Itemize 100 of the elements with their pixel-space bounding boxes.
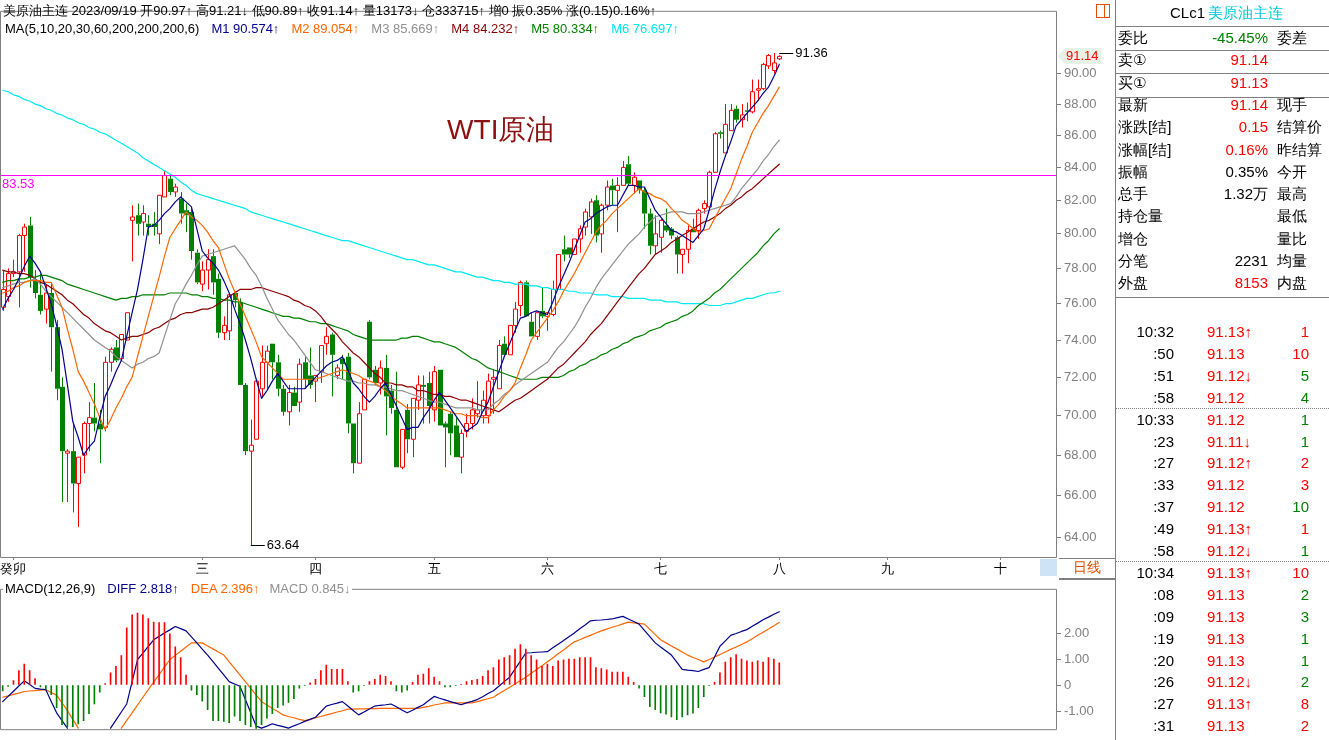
text: 91.13 <box>1207 629 1245 647</box>
text: 增仓 <box>1118 229 1148 249</box>
text: 91.13 <box>1207 717 1245 735</box>
candlestick <box>394 371 399 468</box>
chart-subtitle: 美原油主连 2023/09/19 开90.97↑ 高91.21↓ 低90.89↑ 收91.14↑ 量13173↓ 仓333715↑ 增0 振0.35% 涨(0.15)0.16%↑ <box>3 2 657 20</box>
y-tick-label: 68.00 <box>1064 446 1097 462</box>
text: :33 <box>1153 476 1174 494</box>
text: 1.32万 <box>1223 185 1268 205</box>
candlestick <box>432 365 437 423</box>
text: :37 <box>1153 498 1174 516</box>
text: :58 <box>1153 388 1174 406</box>
x-tick-label: 九 <box>880 561 894 577</box>
text: 91.13↑ <box>1207 695 1253 713</box>
text: :20 <box>1153 651 1174 669</box>
text: 2 <box>1300 673 1309 691</box>
text: :09 <box>1153 607 1174 625</box>
candlestick <box>249 419 254 546</box>
text: 91.13 <box>1207 607 1245 625</box>
text: 4 <box>1300 388 1309 406</box>
y-tick-label: 80.00 <box>1064 225 1097 241</box>
text: 91.12 <box>1207 388 1245 406</box>
annotation: MACD 0.845↓ <box>269 581 351 596</box>
text: :49 <box>1153 520 1174 538</box>
y-tick-label: 86.00 <box>1064 126 1097 142</box>
text: :19 <box>1153 629 1174 647</box>
candlestick <box>136 203 141 237</box>
text: -45.45% <box>1212 29 1268 46</box>
y-tick-label: 64.00 <box>1064 529 1097 545</box>
text: 1 <box>1300 629 1309 647</box>
candlestick <box>529 312 534 337</box>
x-tick-label: 七 <box>654 561 668 577</box>
text: 10:34 <box>1136 563 1174 581</box>
candlestick <box>626 155 631 186</box>
text: 91.14 <box>1230 51 1268 69</box>
text: 结算价 <box>1277 118 1322 138</box>
text: 1 <box>1300 542 1309 559</box>
text: 10 <box>1292 498 1309 516</box>
y-tick-label: 74.00 <box>1064 331 1097 347</box>
text: 内盘 <box>1277 274 1307 294</box>
text: WTI原油 <box>447 113 555 145</box>
text: 0.35% <box>1225 162 1268 180</box>
text: 均量 <box>1277 252 1307 271</box>
y-tick-label: 84.00 <box>1064 159 1097 175</box>
text: 10 <box>1292 344 1309 362</box>
text: 91.12↓ <box>1207 542 1253 559</box>
text: 91.12 <box>1207 476 1245 494</box>
text: 买① <box>1118 73 1147 93</box>
text: 0.15 <box>1238 118 1268 136</box>
candlestick <box>378 359 383 395</box>
text: :23 <box>1153 432 1174 450</box>
candlestick <box>578 224 583 254</box>
text: 10 <box>1292 563 1309 581</box>
text: 2 <box>1300 454 1309 472</box>
candlestick <box>281 384 286 417</box>
text: 日线 <box>1059 558 1115 580</box>
x-tick-label: 癸卯 <box>0 561 27 577</box>
ref-line-label: 83.53 <box>2 175 35 191</box>
y-tick-label: 1.00 <box>1064 650 1090 666</box>
text: 91.12↓ <box>1207 673 1253 691</box>
text: 1 <box>1300 432 1309 450</box>
candlestick <box>405 403 410 454</box>
text: 1 <box>1300 651 1309 669</box>
x-tick-label: 六 <box>540 561 554 577</box>
text: CLc1 <box>1169 4 1205 21</box>
candlestick <box>287 384 292 426</box>
text: 委差 <box>1277 29 1307 48</box>
x-tick-label: 三 <box>195 561 209 577</box>
text: M4 84.232↑ <box>451 21 520 36</box>
text: 1 <box>1300 323 1309 340</box>
text: 美原油主连 <box>1208 4 1283 23</box>
candlestick <box>65 448 70 503</box>
x-tick-label: 十 <box>993 561 1007 577</box>
text: M6 76.697↑ <box>611 21 680 36</box>
text: 涨跌[结] <box>1118 118 1172 138</box>
text: 外盘 <box>1118 274 1148 294</box>
text: 91.12↓ <box>1207 366 1253 384</box>
text: :08 <box>1153 585 1174 603</box>
text: 涨幅[结] <box>1118 140 1172 160</box>
text: M2 89.054↑ <box>291 21 360 36</box>
candlestick <box>243 382 248 456</box>
y-tick-label: -1.00 <box>1064 702 1094 718</box>
text: 10:32 <box>1136 323 1174 340</box>
x-tick-label: 五 <box>427 561 441 577</box>
text: :27 <box>1153 695 1174 713</box>
text: 振幅 <box>1118 162 1148 182</box>
y-tick-label: 2.00 <box>1064 624 1090 640</box>
text: M1 90.574↑ <box>211 21 280 36</box>
text: 91.11↓ <box>1207 432 1251 450</box>
y-tick-label: 0 <box>1064 676 1072 692</box>
candlestick <box>141 204 146 237</box>
y-tick-label: 82.00 <box>1064 191 1097 207</box>
text: 分笔 <box>1118 252 1148 271</box>
text: 8153 <box>1234 274 1268 292</box>
text: 91.13↑ <box>1207 323 1253 340</box>
candlestick <box>313 374 318 403</box>
text: 91.12 <box>1207 498 1245 516</box>
text: 1 <box>1300 520 1309 538</box>
y-tick-label: 78.00 <box>1064 259 1097 275</box>
text: :50 <box>1153 344 1174 362</box>
y-tick-label: 88.00 <box>1064 95 1097 111</box>
